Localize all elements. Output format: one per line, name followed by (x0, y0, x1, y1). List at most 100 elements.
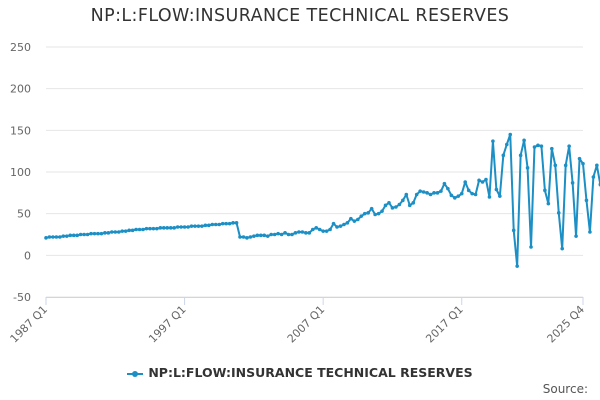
data-point (307, 231, 312, 235)
data-point (182, 225, 187, 229)
x-tick-label: 1987 Q1 (8, 303, 51, 346)
data-point (345, 221, 350, 225)
data-point (110, 230, 114, 234)
data-point (508, 132, 513, 137)
data-point (449, 193, 454, 198)
data-point (435, 191, 440, 195)
data-point (234, 221, 239, 225)
data-point (227, 221, 232, 226)
data-point (511, 228, 516, 233)
data-point (515, 264, 519, 268)
data-point (220, 221, 225, 226)
data-point (231, 221, 235, 225)
data-point (304, 231, 308, 235)
data-point (456, 194, 461, 198)
data-point (113, 230, 118, 234)
chart-title: NP:L:FLOW:INSURANCE TECHNICAL RESERVES (90, 6, 510, 26)
data-point (394, 205, 398, 209)
y-tick-label: 100 (10, 166, 31, 179)
data-point (175, 225, 180, 229)
data-point (252, 234, 256, 238)
data-point (529, 245, 533, 249)
data-point (137, 227, 142, 232)
data-point (241, 235, 246, 239)
legend[interactable]: NP:L:FLOW:INSURANCE TECHNICAL RESERVES (0, 365, 600, 380)
data-point (470, 191, 474, 196)
y-tick-label: -50 (13, 291, 31, 304)
data-point (255, 233, 260, 238)
data-point (501, 153, 506, 158)
data-point (421, 190, 426, 194)
data-point (349, 216, 353, 221)
data-point (130, 228, 135, 233)
data-point (290, 232, 294, 237)
data-point (366, 211, 371, 215)
data-point (553, 163, 558, 168)
data-point (265, 234, 270, 238)
data-point (207, 223, 211, 228)
data-point (213, 222, 218, 227)
data-point (595, 163, 599, 168)
data-point (387, 201, 391, 205)
data-point (189, 224, 194, 228)
data-point (574, 234, 578, 238)
data-point (446, 186, 450, 191)
data-point (245, 236, 249, 240)
data-point (338, 224, 343, 228)
data-point (217, 222, 222, 227)
data-point (539, 144, 544, 148)
data-point (127, 228, 131, 233)
data-point (411, 201, 416, 205)
data-point (279, 232, 284, 237)
data-point (200, 224, 204, 228)
data-point (116, 230, 121, 234)
data-point (466, 188, 471, 193)
data-point (317, 227, 322, 232)
data-point (504, 142, 509, 147)
data-point (428, 192, 433, 197)
data-point (463, 180, 468, 184)
data-point (78, 232, 83, 237)
data-point (106, 231, 111, 235)
data-point (453, 196, 457, 200)
data-point (414, 192, 419, 197)
data-point (536, 143, 540, 148)
data-point (550, 146, 554, 151)
data-point (134, 227, 138, 232)
data-point (68, 233, 73, 238)
credits[interactable]: Source: (542, 382, 588, 396)
data-point (141, 227, 145, 232)
data-point (487, 195, 492, 199)
data-point (297, 230, 301, 234)
data-point (224, 221, 228, 226)
data-point (477, 178, 481, 183)
data-point (404, 192, 409, 197)
data-point (390, 206, 395, 210)
x-tick-label: 2007 Q1 (285, 303, 328, 346)
data-point (259, 233, 263, 238)
data-point (373, 212, 377, 217)
data-point (172, 226, 176, 230)
data-point (407, 203, 412, 208)
data-point (58, 235, 62, 239)
data-point (518, 153, 523, 158)
data-point (321, 229, 325, 233)
data-point (588, 230, 592, 234)
data-point (560, 246, 565, 251)
data-point (210, 222, 215, 227)
data-point (71, 233, 76, 238)
data-point (47, 235, 52, 239)
data-point (158, 226, 163, 230)
x-tick-label: 2025 Q4 (545, 303, 588, 346)
data-point (581, 161, 585, 166)
data-point (362, 211, 367, 216)
data-point (286, 232, 291, 237)
data-point (380, 209, 384, 213)
data-point (276, 231, 280, 236)
data-point (356, 217, 360, 222)
data-point (328, 227, 332, 232)
legend-marker (127, 369, 144, 379)
data-point (484, 177, 488, 182)
y-tick-label: 200 (10, 83, 31, 96)
